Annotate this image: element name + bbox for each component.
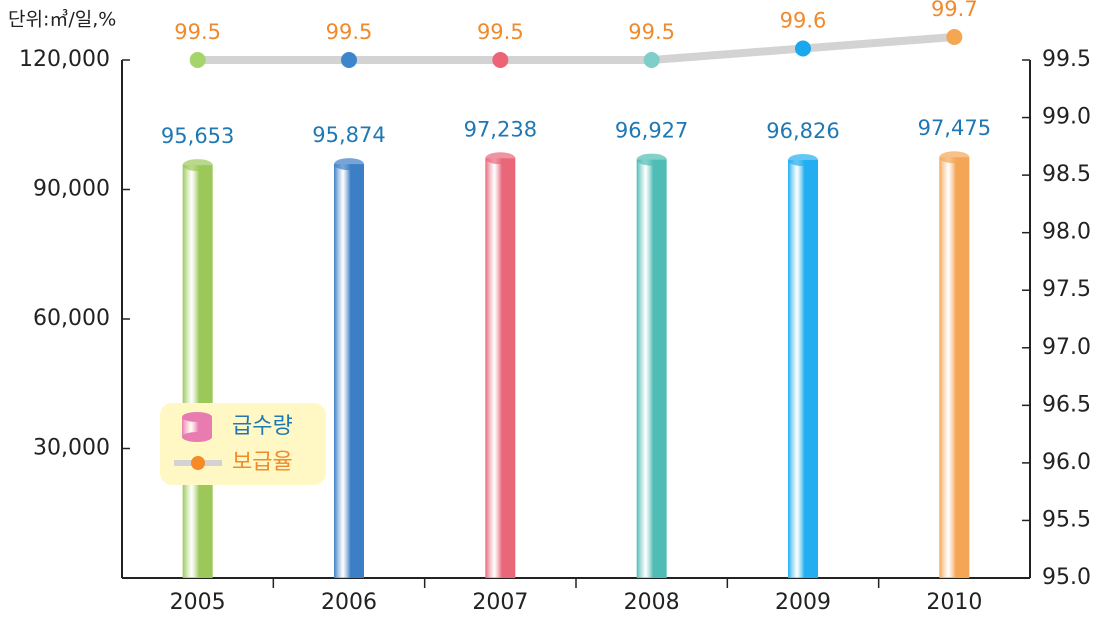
y2-tick-label: 96.5 [1042,392,1091,417]
value-label: 96,927 [615,119,688,143]
bar-top [485,152,516,165]
y2-tick-label: 97.5 [1042,277,1091,302]
x-tick-label: 2008 [624,590,680,615]
value-label: 96,826 [766,119,839,143]
y2-tick-label: 99.0 [1042,105,1091,130]
unit-label: 단위:㎥/일,% [8,9,116,31]
point [189,52,206,68]
y2-tick-label: 98.5 [1042,162,1091,187]
value-label: 99.5 [628,20,675,44]
y-tick-label: 90,000 [33,177,110,202]
y-tick-label: 120,000 [19,47,110,72]
x-tick-label: 2005 [170,590,226,615]
value-label: 99.6 [780,8,827,32]
value-label: 99.7 [931,0,978,21]
y2-tick-label: 97.0 [1042,335,1091,360]
point [795,40,811,57]
bar-top [334,158,364,171]
value-label: 99.5 [174,20,221,44]
bar-top [182,159,213,172]
bar [788,160,818,579]
value-label: 97,238 [464,117,537,141]
y2-tick-label: 96.0 [1042,450,1091,475]
point [946,28,963,45]
value-label: 99.5 [326,20,373,44]
bar-top [636,153,667,166]
bar-top [939,151,970,164]
bar [636,159,667,578]
point [341,52,357,68]
value-label: 95,874 [312,123,385,147]
x-tick-label: 2009 [775,590,831,615]
legend-swatch-top [182,412,212,422]
value-label: 99.5 [477,20,524,44]
bar [485,158,516,578]
y2-tick-label: 95.5 [1042,507,1091,532]
legend-label: 보급율 [232,450,293,475]
bar-top [788,154,818,167]
bar [182,165,213,578]
bar [334,164,364,578]
y2-tick-label: 98.0 [1042,220,1091,245]
x-tick-label: 2006 [321,590,377,615]
legend-swatch [182,417,212,437]
point [643,52,660,68]
y-tick-label: 60,000 [33,306,110,331]
legend-swatch-bottom [182,432,212,442]
legend-swatch-point [191,456,205,470]
x-tick-label: 2010 [926,590,982,615]
y2-tick-label: 99.5 [1042,47,1091,72]
legend-label: 급수량 [232,414,293,439]
bar [939,157,970,578]
value-label: 95,653 [161,124,234,148]
y-tick-label: 30,000 [33,436,110,461]
y2-tick-label: 95.0 [1042,565,1091,590]
line [193,32,959,64]
point [492,52,509,68]
value-label: 97,475 [918,116,991,140]
x-tick-label: 2007 [472,590,528,615]
